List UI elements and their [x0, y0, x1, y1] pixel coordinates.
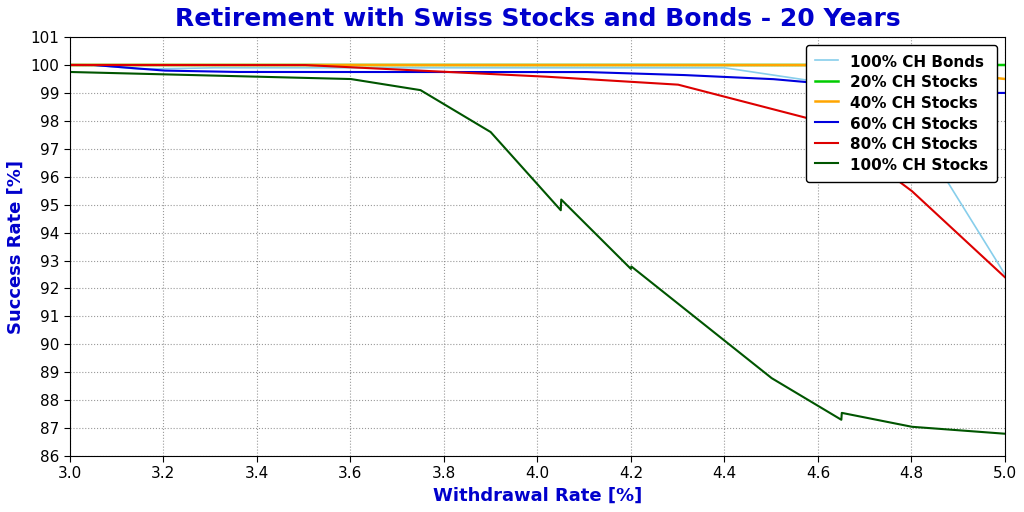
80% CH Stocks: [63, 62, 76, 68]
60% CH Stocks: [146, 67, 159, 73]
40% CH Stocks: [626, 62, 638, 68]
20% CH Stocks: [411, 62, 423, 68]
100% CH Bonds: [834, 88, 846, 94]
40% CH Stocks: [998, 76, 1011, 82]
100% CH Stocks: [411, 87, 423, 93]
80% CH Stocks: [114, 62, 126, 68]
100% CH Bonds: [114, 65, 126, 71]
100% CH Stocks: [626, 264, 638, 270]
40% CH Stocks: [834, 62, 846, 68]
Title: Retirement with Swiss Stocks and Bonds - 20 Years: Retirement with Swiss Stocks and Bonds -…: [174, 7, 900, 31]
100% CH Stocks: [998, 431, 1011, 437]
20% CH Stocks: [85, 62, 97, 68]
100% CH Bonds: [85, 62, 97, 68]
Y-axis label: Success Rate [%]: Success Rate [%]: [7, 160, 25, 334]
60% CH Stocks: [998, 90, 1011, 96]
20% CH Stocks: [998, 62, 1011, 68]
100% CH Stocks: [85, 70, 97, 76]
Line: 40% CH Stocks: 40% CH Stocks: [70, 65, 1005, 79]
100% CH Bonds: [63, 62, 76, 68]
80% CH Stocks: [411, 68, 423, 74]
Line: 100% CH Stocks: 100% CH Stocks: [70, 72, 1005, 434]
60% CH Stocks: [85, 62, 97, 68]
40% CH Stocks: [63, 62, 76, 68]
40% CH Stocks: [411, 62, 423, 68]
100% CH Bonds: [998, 271, 1011, 278]
Legend: 100% CH Bonds, 20% CH Stocks, 40% CH Stocks, 60% CH Stocks, 80% CH Stocks, 100% : 100% CH Bonds, 20% CH Stocks, 40% CH Sto…: [806, 45, 997, 182]
60% CH Stocks: [63, 62, 76, 68]
40% CH Stocks: [85, 62, 97, 68]
80% CH Stocks: [146, 62, 159, 68]
100% CH Stocks: [63, 69, 76, 75]
20% CH Stocks: [626, 62, 638, 68]
80% CH Stocks: [85, 62, 97, 68]
100% CH Stocks: [114, 70, 126, 76]
60% CH Stocks: [411, 69, 423, 75]
80% CH Stocks: [998, 274, 1011, 281]
80% CH Stocks: [626, 79, 638, 85]
40% CH Stocks: [146, 62, 159, 68]
X-axis label: Withdrawal Rate [%]: Withdrawal Rate [%]: [433, 487, 642, 505]
60% CH Stocks: [114, 64, 126, 70]
100% CH Bonds: [411, 65, 423, 71]
100% CH Stocks: [834, 416, 846, 422]
40% CH Stocks: [114, 62, 126, 68]
20% CH Stocks: [834, 62, 846, 68]
100% CH Bonds: [626, 65, 638, 71]
Line: 80% CH Stocks: 80% CH Stocks: [70, 65, 1005, 278]
100% CH Bonds: [146, 66, 159, 72]
60% CH Stocks: [834, 82, 846, 88]
80% CH Stocks: [834, 134, 846, 140]
60% CH Stocks: [952, 90, 965, 96]
20% CH Stocks: [146, 62, 159, 68]
60% CH Stocks: [626, 70, 638, 76]
20% CH Stocks: [114, 62, 126, 68]
100% CH Stocks: [146, 71, 159, 77]
20% CH Stocks: [63, 62, 76, 68]
Line: 100% CH Bonds: 100% CH Bonds: [70, 65, 1005, 274]
Line: 60% CH Stocks: 60% CH Stocks: [70, 65, 1005, 93]
